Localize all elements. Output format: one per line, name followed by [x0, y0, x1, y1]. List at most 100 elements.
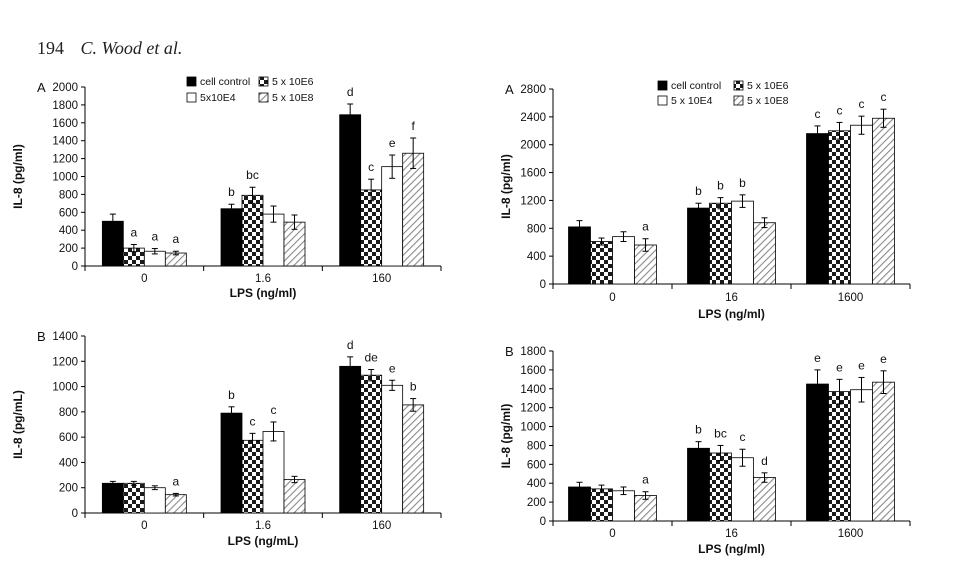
significance-letter: b [228, 185, 235, 199]
bar [283, 479, 306, 514]
legend-swatch [258, 92, 269, 103]
x-axis-title: LPS (ng/ml) [230, 286, 297, 300]
x-tick-label: 1600 [838, 528, 864, 540]
bar [220, 208, 243, 267]
bar [753, 477, 776, 522]
y-tick-label: 0 [72, 508, 78, 520]
legend: cell control 5 x 10E6 5x10E4 5 x 10E8 [186, 76, 314, 104]
y-tick-label: 2000 [520, 140, 546, 152]
bar [872, 381, 895, 522]
significance-letter: c [815, 107, 821, 121]
significance-letter: b [410, 380, 417, 394]
x-axis-title: LPS (ng/mL) [228, 534, 299, 548]
significance-letter: e [836, 360, 843, 374]
legend-swatch [733, 95, 744, 106]
panel-label: B [37, 329, 46, 344]
bar [402, 152, 425, 267]
significance-letter: bc [714, 426, 727, 440]
y-tick-label: 1400 [52, 331, 78, 343]
x-tick-label: 160 [372, 520, 391, 532]
legend-label: cell control [200, 76, 250, 88]
x-tick-label: 0 [609, 528, 615, 540]
y-tick-label: 1800 [520, 346, 546, 358]
panel-label: A [505, 82, 514, 97]
bar [687, 207, 710, 285]
significance-letter: c [250, 414, 256, 428]
significance-letter: d [761, 454, 768, 468]
significance-letter: a [151, 230, 158, 244]
significance-letter: e [858, 358, 865, 372]
bar [241, 439, 264, 514]
y-tick-label: 1200 [520, 195, 546, 207]
legend-swatch [258, 76, 269, 87]
page-authors: C. Wood et al. [80, 38, 183, 58]
bar [731, 457, 754, 522]
legend-label: 5 x 10E6 [747, 80, 789, 92]
bar [590, 241, 613, 285]
y-tick-label: 1200 [52, 154, 78, 166]
bar [709, 202, 732, 285]
y-tick-label: 0 [72, 261, 78, 273]
significance-letter: a [642, 473, 649, 487]
x-tick-label: 1.6 [255, 520, 271, 532]
bar [101, 482, 124, 514]
significance-letter: f [411, 119, 415, 133]
bar [381, 166, 404, 267]
legend-swatch [733, 80, 744, 91]
bar [687, 447, 710, 522]
bar [241, 194, 264, 267]
significance-letter: e [880, 352, 887, 366]
bar [381, 384, 404, 514]
y-tick-label: 200 [59, 483, 78, 495]
significance-letter: a [642, 220, 649, 234]
y-tick-label: 600 [527, 459, 546, 471]
significance-letter: d [347, 338, 354, 352]
significance-letter: b [695, 184, 702, 198]
y-axis-title: IL-8 (pg/mL) [11, 390, 25, 459]
bar [590, 488, 613, 522]
y-tick-label: 1200 [52, 356, 78, 368]
y-tick-label: 0 [540, 516, 546, 528]
significance-letter: a [172, 474, 179, 488]
y-tick-label: 0 [540, 279, 546, 291]
chart-panel-2: B 0 200 400 600 800 1000 1200 1400 IL-8 (pg/mL) 0 1… [11, 329, 442, 548]
legend-label: cell control [671, 80, 721, 92]
x-tick-label: 1.6 [255, 273, 271, 285]
bar [220, 412, 243, 514]
significance-letter: e [814, 351, 821, 365]
y-tick-label: 800 [59, 407, 78, 419]
bar [122, 482, 145, 514]
significance-letter: a [172, 232, 179, 246]
x-tick-label: 0 [609, 292, 615, 304]
significance-letter: b [739, 176, 746, 190]
y-tick-label: 1000 [52, 382, 78, 394]
y-tick-label: 2800 [520, 84, 546, 96]
legend-label: 5 x 10E4 [671, 95, 713, 107]
y-tick-label: 1000 [520, 422, 546, 434]
panel-label: B [505, 344, 514, 359]
bar [262, 431, 285, 514]
significance-letter: d [347, 85, 354, 99]
bar [850, 389, 873, 522]
y-tick-label: 1400 [52, 136, 78, 148]
y-tick-label: 2000 [52, 82, 78, 94]
bar [806, 133, 829, 285]
chart-panel-1: A0200400600800100012001400160018002000IL… [11, 76, 442, 300]
page-header: 194 C. Wood et al. [37, 38, 182, 59]
significance-letter: c [859, 97, 865, 111]
legend-swatch [186, 76, 197, 87]
significance-letter: a [130, 226, 137, 240]
x-tick-label: 16 [725, 292, 738, 304]
y-tick-label: 1600 [520, 365, 546, 377]
x-tick-label: 0 [141, 520, 147, 532]
y-tick-label: 1200 [520, 403, 546, 415]
legend-swatch [186, 92, 197, 103]
y-tick-label: 600 [59, 432, 78, 444]
legend: cell control 5 x 10E6 5 x 10E4 5 x 10E8 [657, 80, 789, 107]
y-tick-label: 600 [59, 207, 78, 219]
y-tick-label: 800 [59, 189, 78, 201]
bar [339, 114, 362, 267]
y-tick-label: 400 [527, 478, 546, 490]
legend-swatch [657, 95, 668, 106]
significance-letter: c [368, 160, 374, 174]
